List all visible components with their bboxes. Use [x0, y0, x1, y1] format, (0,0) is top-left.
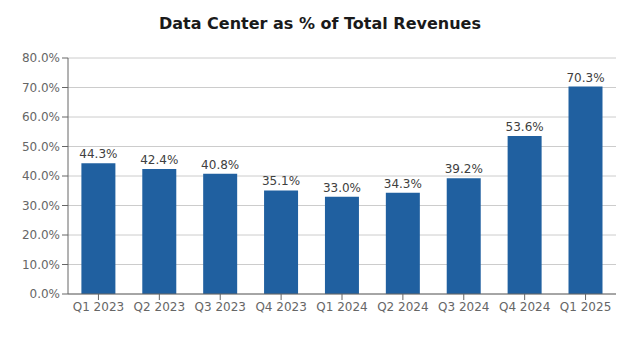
svg-text:70.0%: 70.0% [22, 81, 60, 95]
html-text:Data Center as % of Total Reve: Data Center as % of Total Revenues [159, 14, 481, 33]
svg-text:10.0%: 10.0% [22, 258, 60, 272]
svg-text:44.3%: 44.3% [79, 147, 117, 161]
svg-text:40.0%: 40.0% [22, 169, 60, 183]
svg-text:Q1 2024: Q1 2024 [316, 300, 367, 314]
svg-text:0.0%: 0.0% [30, 287, 61, 301]
svg-text:Q2 2023: Q2 2023 [134, 300, 185, 314]
svg-text:Q3 2024: Q3 2024 [438, 300, 489, 314]
svg-text:Q3 2023: Q3 2023 [195, 300, 246, 314]
svg-text:53.6%: 53.6% [506, 120, 544, 134]
svg-text:Q4 2023: Q4 2023 [255, 300, 306, 314]
svg-text:80.0%: 80.0% [22, 51, 60, 65]
svg-text:34.3%: 34.3% [384, 177, 422, 191]
svg-text:40.8%: 40.8% [201, 158, 239, 172]
svg-text:Q1 2023: Q1 2023 [73, 300, 124, 314]
svg-text:30.0%: 30.0% [22, 199, 60, 213]
svg-text:Q4 2024: Q4 2024 [499, 300, 550, 314]
svg-text:35.1%: 35.1% [262, 174, 300, 188]
svg-text:70.3%: 70.3% [566, 71, 604, 85]
svg-text:20.0%: 20.0% [22, 228, 60, 242]
svg-text:39.2%: 39.2% [445, 162, 483, 176]
svg-text:60.0%: 60.0% [22, 110, 60, 124]
svg-text:33.0%: 33.0% [323, 181, 361, 195]
svg-text:50.0%: 50.0% [22, 140, 60, 154]
svg-text:42.4%: 42.4% [140, 153, 178, 167]
svg-text:Q2 2024: Q2 2024 [377, 300, 428, 314]
svg-text:Q1 2025: Q1 2025 [560, 300, 611, 314]
